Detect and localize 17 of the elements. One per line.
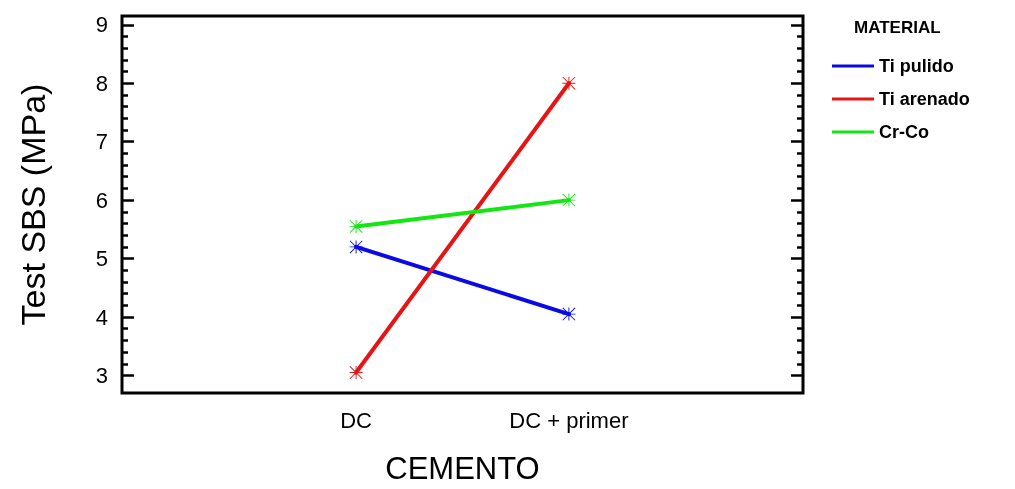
y-tick-label: 6 [95,187,108,213]
y-tick-label: 7 [95,129,108,155]
x-tick-label: DC [340,407,373,433]
point [349,366,363,380]
y-tick-label: 3 [95,362,108,388]
legend-title: MATERIAL [854,18,941,37]
x-axis-title: CEMENTO [385,451,540,486]
point [349,219,363,233]
y-axis-title: Test SBS (MPa) [14,83,52,326]
x-tick-label: DC + primer [509,407,629,433]
legend-label: Ti pulido [879,56,954,76]
legend-label: Cr-Co [879,122,929,142]
y-tick-label: 8 [95,70,108,96]
legend-label: Ti arenado [879,89,970,109]
y-tick-label: 5 [95,246,108,272]
y-tick-label: 4 [95,304,108,330]
y-tick-label: 9 [95,12,108,38]
